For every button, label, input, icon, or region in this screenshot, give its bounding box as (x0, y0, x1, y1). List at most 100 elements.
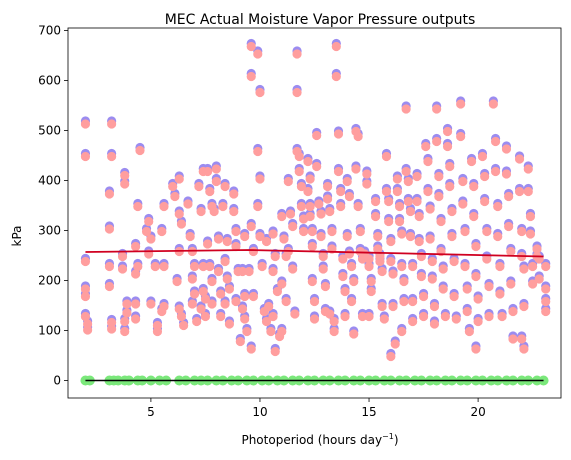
data-point-series-b (504, 191, 514, 202)
data-point-series-b (261, 316, 272, 327)
data-point-series-b (508, 334, 518, 344)
data-point-series-b (342, 231, 352, 242)
data-point-series-b (462, 284, 472, 294)
data-point-series-b (469, 211, 479, 222)
data-point-series-b (397, 229, 407, 239)
data-point-series-b (445, 181, 455, 192)
data-point-series-b (344, 191, 355, 202)
data-point-series-b (174, 304, 184, 314)
data-point-series-b (473, 316, 483, 327)
data-point-series-b (270, 346, 280, 357)
data-point-series-b (213, 234, 224, 244)
y-tick-label: 600 (38, 74, 61, 88)
data-point-series-b (517, 334, 527, 344)
data-point-series-b (131, 299, 141, 309)
data-point-series-b (375, 256, 385, 267)
data-point-series-b (373, 244, 383, 254)
data-point-series-b (405, 231, 416, 242)
data-point-series-b (364, 311, 374, 322)
data-point-series-b (353, 201, 363, 212)
data-point-series-b (244, 266, 254, 277)
data-point-series-b (523, 186, 533, 197)
data-point-series-b (534, 274, 544, 284)
data-point-series-b (218, 201, 228, 212)
data-point-series-b (408, 296, 418, 307)
data-point-series-b (436, 216, 446, 227)
data-point-series-b (174, 174, 184, 184)
data-point-series-b (104, 189, 115, 199)
data-point-series-b (120, 170, 130, 181)
data-point-series-b (490, 166, 501, 177)
data-point-series-b (235, 336, 245, 347)
data-point-series-b (408, 261, 418, 272)
data-point-series-b (349, 276, 359, 287)
data-point-series-b (187, 274, 197, 284)
data-point-series-b (131, 314, 141, 324)
data-point-series-b (418, 291, 429, 302)
data-point-series-b (379, 314, 389, 324)
data-point-series-b (331, 71, 341, 82)
data-point-series-b (447, 231, 457, 242)
data-point-series-b (268, 229, 278, 239)
data-point-series-b (209, 206, 219, 217)
data-point-series-b (508, 306, 518, 317)
data-point-series-b (423, 186, 433, 197)
data-point-series-b (213, 266, 224, 277)
data-point-series-b (246, 71, 256, 82)
data-point-series-b (519, 264, 529, 274)
data-point-series-b (107, 151, 117, 162)
data-point-series-b (316, 209, 326, 219)
data-point-series-b (107, 317, 117, 328)
data-point-series-b (176, 311, 187, 322)
data-point-series-b (541, 261, 551, 272)
chart-title: MEC Actual Moisture Vapor Pressure outpu… (165, 12, 476, 28)
data-point-series-b (253, 201, 263, 212)
data-point-series-b (473, 294, 483, 304)
data-point-series-b (122, 299, 132, 309)
data-point-series-b (203, 239, 213, 249)
data-point-series-b (246, 344, 256, 354)
data-point-series-b (288, 264, 298, 274)
data-point-series-b (488, 99, 498, 109)
data-point-series-b (159, 261, 169, 272)
data-point-series-b (388, 269, 398, 279)
data-point-series-b (364, 254, 374, 264)
data-point-series-b (157, 306, 167, 317)
data-point-series-b (460, 226, 470, 237)
data-point-series-b (438, 264, 448, 274)
data-point-series-b (318, 251, 328, 262)
data-point-series-b (146, 299, 156, 309)
data-point-series-b (338, 254, 348, 264)
data-point-series-b (80, 311, 91, 322)
data-point-series-b (120, 316, 130, 327)
data-point-series-b (131, 241, 141, 252)
data-point-series-b (120, 179, 130, 189)
data-point-series-b (294, 151, 304, 162)
data-point-series-b (523, 164, 533, 174)
data-point-series-b (122, 308, 132, 318)
data-point-series-b (187, 299, 197, 309)
x-tick-label: 10 (252, 405, 267, 419)
data-point-series-b (268, 266, 278, 277)
data-point-series-b (377, 266, 387, 277)
data-point-series-b (519, 344, 529, 354)
data-point-series-b (294, 166, 304, 177)
data-point-series-b (307, 241, 317, 252)
data-point-series-b (340, 286, 350, 297)
data-point-series-b (525, 211, 536, 222)
data-point-series-b (456, 131, 466, 142)
data-point-series-b (440, 311, 450, 322)
data-point-series-b (322, 181, 333, 192)
data-point-series-b (432, 136, 442, 147)
data-point-series-b (207, 299, 217, 309)
data-point-series-b (338, 271, 348, 282)
x-tick-label: 5 (147, 405, 155, 419)
data-point-series-b (414, 236, 424, 247)
data-point-series-b (257, 261, 267, 272)
data-point-series-b (270, 251, 280, 262)
data-point-series-b (340, 311, 350, 322)
data-point-series-b (504, 221, 514, 232)
data-point-series-b (490, 136, 501, 147)
data-point-series-b (528, 279, 538, 289)
